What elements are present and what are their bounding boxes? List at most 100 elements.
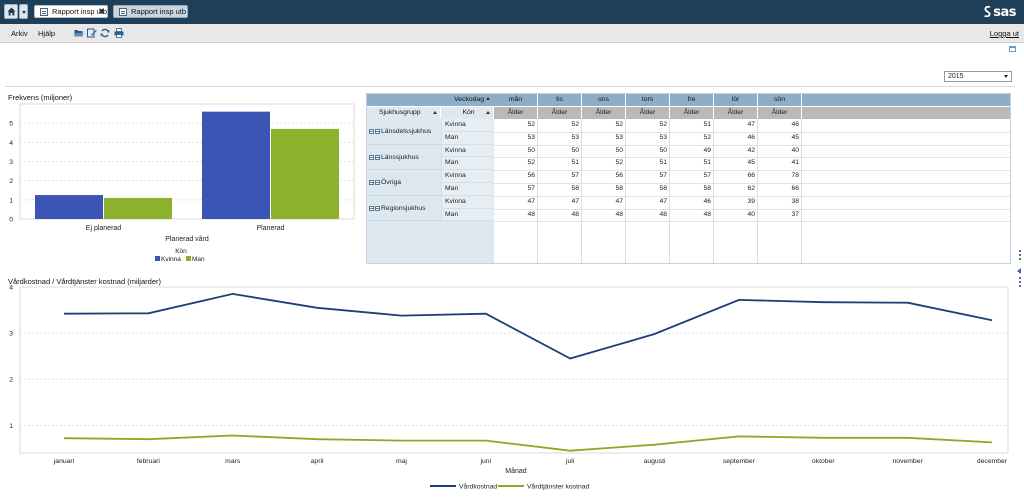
tab-report-2[interactable]: Rapport insp utb	[113, 5, 188, 18]
menu-arkiv[interactable]: Arkiv	[11, 29, 28, 38]
group-3[interactable]: Regionsjukhus	[367, 196, 441, 222]
bar-kvinna-0[interactable]	[35, 195, 103, 219]
day-header-1[interactable]: tis	[538, 94, 581, 106]
veckodag-header[interactable]: Veckodag	[367, 94, 494, 106]
value-cell[interactable]: 48	[527, 210, 535, 218]
value-cell[interactable]: 48	[615, 210, 623, 218]
value-cell[interactable]: 48	[703, 210, 711, 218]
value-cell[interactable]: 53	[615, 133, 623, 141]
value-cell[interactable]: 78	[791, 172, 799, 180]
value-cell[interactable]: 38	[791, 197, 799, 205]
measure-header-0[interactable]: Ålder	[494, 107, 537, 119]
measure-header-3[interactable]: Ålder	[626, 107, 669, 119]
value-cell[interactable]: 42	[747, 146, 755, 154]
value-cell[interactable]: 56	[615, 172, 623, 180]
value-cell[interactable]: 47	[615, 197, 623, 205]
value-cell[interactable]: 48	[571, 210, 579, 218]
collapse-icon[interactable]	[369, 154, 374, 160]
bar-man-1[interactable]	[271, 128, 339, 219]
group-1[interactable]: Länssjukhus	[367, 145, 441, 171]
value-cell[interactable]: 47	[747, 121, 755, 128]
group-0[interactable]: Länsdelssjukhus	[367, 119, 441, 145]
value-cell[interactable]: 58	[703, 185, 711, 192]
value-cell[interactable]: 57	[659, 172, 667, 180]
value-cell[interactable]: 52	[615, 159, 623, 167]
value-cell[interactable]: 39	[747, 197, 755, 205]
value-cell[interactable]: 53	[659, 133, 667, 141]
value-cell[interactable]: 46	[791, 121, 799, 128]
value-cell[interactable]: 52	[703, 133, 711, 141]
value-cell[interactable]: 40	[791, 146, 799, 154]
home-button[interactable]	[4, 4, 18, 19]
value-cell[interactable]: 50	[659, 146, 667, 154]
value-cell[interactable]: 51	[703, 121, 711, 128]
value-cell[interactable]: 47	[659, 197, 667, 205]
edit-icon[interactable]	[87, 28, 97, 38]
tab-report-1[interactable]: Rapport insp utb ✖	[34, 5, 108, 18]
value-cell[interactable]: 47	[527, 197, 535, 205]
value-cell[interactable]: 45	[791, 133, 799, 141]
collapse-panel-icon[interactable]	[1017, 268, 1021, 274]
resize-handle-dot[interactable]	[1019, 281, 1021, 283]
home-menu-dropdown[interactable]	[19, 4, 28, 19]
resize-handle-dot[interactable]	[1019, 285, 1021, 287]
day-header-3[interactable]: tors	[626, 94, 669, 106]
measure-header-5[interactable]: Ålder	[714, 107, 757, 119]
expand-icon[interactable]	[375, 205, 380, 211]
value-cell[interactable]: 52	[571, 121, 579, 128]
day-header-5[interactable]: lör	[714, 94, 757, 106]
value-cell[interactable]: 57	[527, 185, 535, 192]
print-icon[interactable]	[114, 28, 124, 38]
measure-header-4[interactable]: Ålder	[670, 107, 713, 119]
expand-icon[interactable]	[375, 180, 380, 186]
sort-ascending-icon[interactable]	[486, 97, 490, 100]
kon-header[interactable]: Kön	[441, 107, 493, 119]
measure-header-6[interactable]: Ålder	[758, 107, 801, 119]
resize-handle-dot[interactable]	[1019, 254, 1021, 256]
measure-header-1[interactable]: Ålder	[538, 107, 581, 119]
value-cell[interactable]: 48	[659, 210, 667, 218]
resize-handle-dot[interactable]	[1019, 250, 1021, 252]
value-cell[interactable]: 45	[747, 159, 755, 167]
series-line-0[interactable]	[63, 292, 993, 360]
value-cell[interactable]: 53	[571, 133, 579, 141]
collapse-icon[interactable]	[369, 180, 374, 186]
value-cell[interactable]: 58	[659, 185, 667, 192]
resize-handle-dot[interactable]	[1019, 277, 1021, 279]
collapse-icon[interactable]	[369, 205, 374, 211]
value-cell[interactable]: 52	[659, 121, 667, 128]
value-cell[interactable]: 57	[703, 172, 711, 180]
day-header-0[interactable]: mån	[494, 94, 537, 106]
value-cell[interactable]: 52	[527, 159, 535, 167]
sort-ascending-icon[interactable]	[433, 111, 437, 114]
value-cell[interactable]: 52	[615, 121, 623, 128]
logout-link[interactable]: Logga ut	[989, 29, 1019, 38]
value-cell[interactable]: 62	[747, 185, 755, 192]
value-cell[interactable]: 47	[571, 197, 579, 205]
sort-ascending-icon[interactable]	[486, 111, 490, 114]
value-cell[interactable]: 52	[527, 121, 535, 128]
value-cell[interactable]: 53	[527, 133, 535, 141]
group-2[interactable]: Övriga	[367, 170, 441, 196]
value-cell[interactable]: 66	[747, 172, 755, 180]
value-cell[interactable]: 51	[703, 159, 711, 167]
collapse-icon[interactable]	[369, 129, 374, 134]
expand-icon[interactable]	[375, 129, 380, 134]
value-cell[interactable]: 58	[571, 185, 579, 192]
close-icon[interactable]: ✖	[98, 7, 105, 16]
value-cell[interactable]: 46	[703, 197, 711, 205]
value-cell[interactable]: 50	[615, 146, 623, 154]
year-select[interactable]: 2015	[944, 71, 1012, 82]
value-cell[interactable]: 57	[571, 172, 579, 180]
value-cell[interactable]: 58	[615, 185, 623, 192]
day-header-2[interactable]: ons	[582, 94, 625, 106]
value-cell[interactable]: 51	[659, 159, 667, 167]
bar-kvinna-1[interactable]	[202, 111, 270, 219]
value-cell[interactable]: 50	[527, 146, 535, 154]
refresh-icon[interactable]	[100, 28, 110, 38]
value-cell[interactable]: 49	[703, 146, 711, 154]
value-cell[interactable]: 41	[791, 159, 799, 167]
folder-open-icon[interactable]	[74, 28, 84, 38]
day-header-6[interactable]: sön	[758, 94, 801, 106]
sjukhusgrupp-header[interactable]: Sjukhusgrupp	[367, 107, 440, 119]
